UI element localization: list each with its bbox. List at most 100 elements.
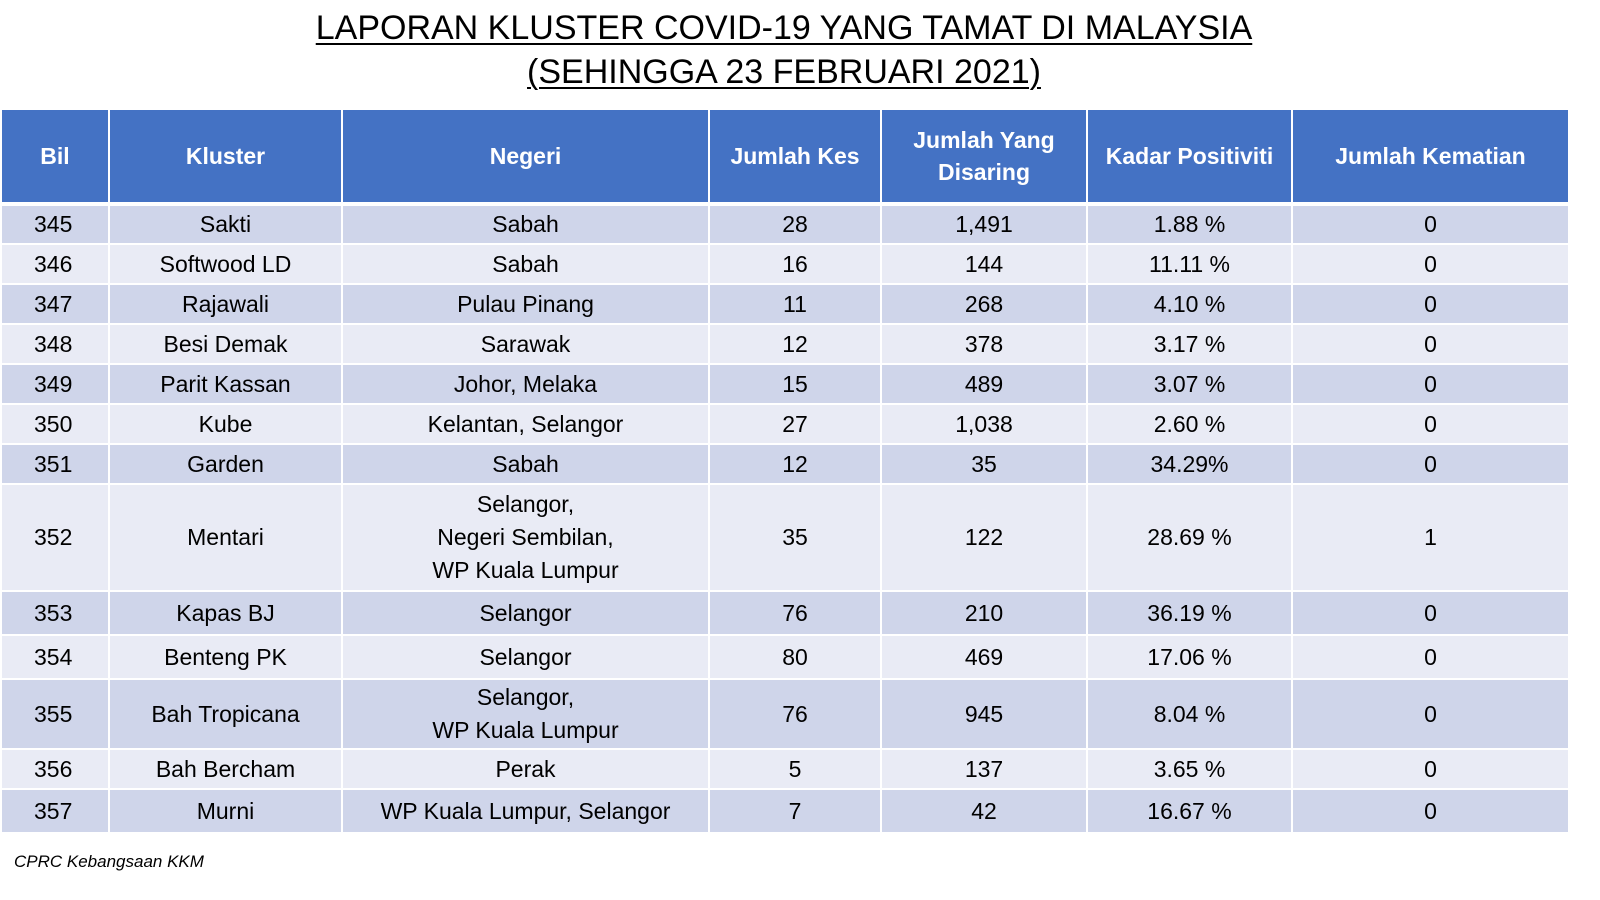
- cell-kluster: Softwood LD: [108, 243, 343, 285]
- table-header-row: Bil Kluster Negeri Jumlah Kes Jumlah Yan…: [0, 108, 1570, 206]
- table-row: 352 Mentari Selangor, Negeri Sembilan, WP …: [0, 483, 1570, 592]
- cell-bil: 350: [0, 403, 110, 445]
- cell-bil: 355: [0, 678, 110, 750]
- cell-negeri: Selangor: [341, 590, 710, 636]
- cell-jumlah-kematian: 0: [1291, 634, 1570, 680]
- cell-jumlah-kes: 12: [708, 323, 882, 365]
- cell-jumlah-kematian: 0: [1291, 363, 1570, 405]
- table-row: 346 Softwood LD Sabah 16 144 11.11 % 0: [0, 243, 1570, 285]
- cell-kadar-positiviti: 1.88 %: [1086, 203, 1293, 245]
- cell-jumlah-disaring: 1,038: [880, 403, 1088, 445]
- cell-negeri: WP Kuala Lumpur, Selangor: [341, 788, 710, 834]
- header-jumlah-kematian: Jumlah Kematian: [1291, 108, 1570, 206]
- cell-kadar-positiviti: 2.60 %: [1086, 403, 1293, 445]
- cell-kluster: Kube: [108, 403, 343, 445]
- cell-jumlah-kematian: 0: [1291, 443, 1570, 485]
- cell-bil: 354: [0, 634, 110, 680]
- cell-negeri: Sabah: [341, 243, 710, 285]
- cell-jumlah-kematian: 1: [1291, 483, 1570, 592]
- cell-kadar-positiviti: 3.65 %: [1086, 748, 1293, 790]
- cell-jumlah-kes: 7: [708, 788, 882, 834]
- cell-jumlah-kematian: 0: [1291, 788, 1570, 834]
- cell-kluster: Murni: [108, 788, 343, 834]
- cell-jumlah-kes: 27: [708, 403, 882, 445]
- cell-kadar-positiviti: 11.11 %: [1086, 243, 1293, 285]
- cell-bil: 348: [0, 323, 110, 365]
- cell-bil: 352: [0, 483, 110, 592]
- cell-jumlah-kematian: 0: [1291, 678, 1570, 750]
- cell-negeri: Selangor: [341, 634, 710, 680]
- cell-jumlah-kes: 11: [708, 283, 882, 325]
- table-row: 348 Besi Demak Sarawak 12 378 3.17 % 0: [0, 323, 1570, 365]
- cell-jumlah-disaring: 945: [880, 678, 1088, 750]
- cell-jumlah-kematian: 0: [1291, 283, 1570, 325]
- cell-bil: 345: [0, 203, 110, 245]
- cell-negeri: Sabah: [341, 443, 710, 485]
- cell-kadar-positiviti: 17.06 %: [1086, 634, 1293, 680]
- cell-kadar-positiviti: 4.10 %: [1086, 283, 1293, 325]
- title-line-2: (SEHINGGA 23 FEBRUARI 2021): [527, 53, 1041, 91]
- cell-jumlah-disaring: 137: [880, 748, 1088, 790]
- cell-jumlah-disaring: 122: [880, 483, 1088, 592]
- cell-negeri: Perak: [341, 748, 710, 790]
- header-kluster: Kluster: [108, 108, 343, 206]
- cell-bil: 353: [0, 590, 110, 636]
- cell-kluster: Mentari: [108, 483, 343, 592]
- cell-jumlah-kematian: 0: [1291, 748, 1570, 790]
- table-row: 355 Bah Tropicana Selangor, WP Kuala Lumpu…: [0, 678, 1570, 750]
- cell-jumlah-kes: 28: [708, 203, 882, 245]
- cell-bil: 357: [0, 788, 110, 834]
- footer-source: CPRC Kebangsaan KKM: [14, 852, 204, 871]
- cell-kadar-positiviti: 34.29%: [1086, 443, 1293, 485]
- cell-kadar-positiviti: 8.04 %: [1086, 678, 1293, 750]
- table-row: 349 Parit Kassan Johor, Melaka 15 489 3.07 % 0: [0, 363, 1570, 405]
- cell-kluster: Rajawali: [108, 283, 343, 325]
- cell-kluster: Garden: [108, 443, 343, 485]
- cell-kluster: Benteng PK: [108, 634, 343, 680]
- cell-kadar-positiviti: 36.19 %: [1086, 590, 1293, 636]
- cell-jumlah-disaring: 469: [880, 634, 1088, 680]
- cell-jumlah-kes: 5: [708, 748, 882, 790]
- cell-jumlah-kematian: 0: [1291, 203, 1570, 245]
- table-row: 351 Garden Sabah 12 35 34.29% 0: [0, 443, 1570, 485]
- cell-kluster: Besi Demak: [108, 323, 343, 365]
- table-row: 357 Murni WP Kuala Lumpur, Selangor 7 42 16.6…: [0, 788, 1570, 834]
- cell-negeri: Selangor, WP Kuala Lumpur: [341, 678, 710, 750]
- header-kadar-positiviti: Kadar Positiviti: [1086, 108, 1293, 206]
- table-row: 350 Kube Kelantan, Selangor 27 1,038 2.60 % 0: [0, 403, 1570, 445]
- header-negeri: Negeri: [341, 108, 710, 206]
- cluster-table: Bil Kluster Negeri Jumlah Kes Jumlah Yan…: [0, 108, 1570, 834]
- cell-jumlah-disaring: 489: [880, 363, 1088, 405]
- cell-jumlah-kes: 80: [708, 634, 882, 680]
- cell-bil: 346: [0, 243, 110, 285]
- cell-jumlah-kes: 76: [708, 590, 882, 636]
- cell-kluster: Bah Tropicana: [108, 678, 343, 750]
- header-bil: Bil: [0, 108, 110, 206]
- report-title: LAPORAN KLUSTER COVID-19 YANG TAMAT DI M…: [0, 6, 1568, 94]
- cell-jumlah-kematian: 0: [1291, 403, 1570, 445]
- cell-jumlah-disaring: 378: [880, 323, 1088, 365]
- cell-jumlah-kes: 12: [708, 443, 882, 485]
- cell-jumlah-disaring: 144: [880, 243, 1088, 285]
- cell-kluster: Bah Bercham: [108, 748, 343, 790]
- table-row: 347 Rajawali Pulau Pinang 11 268 4.10 % 0: [0, 283, 1570, 325]
- cell-kluster: Kapas BJ: [108, 590, 343, 636]
- table-row: 354 Benteng PK Selangor 80 469 17.06 % 0: [0, 634, 1570, 680]
- header-jumlah-kes: Jumlah Kes: [708, 108, 882, 206]
- cell-negeri: Sarawak: [341, 323, 710, 365]
- cell-jumlah-disaring: 35: [880, 443, 1088, 485]
- cell-kluster: Parit Kassan: [108, 363, 343, 405]
- cell-negeri: Johor, Melaka: [341, 363, 710, 405]
- cell-kadar-positiviti: 16.67 %: [1086, 788, 1293, 834]
- cell-bil: 351: [0, 443, 110, 485]
- table-row: 356 Bah Bercham Perak 5 137 3.65 % 0: [0, 748, 1570, 790]
- title-line-1: LAPORAN KLUSTER COVID-19 YANG TAMAT DI M…: [315, 9, 1253, 47]
- cell-negeri: Pulau Pinang: [341, 283, 710, 325]
- cell-jumlah-disaring: 1,491: [880, 203, 1088, 245]
- cell-jumlah-kematian: 0: [1291, 590, 1570, 636]
- cell-negeri: Selangor, Negeri Sembilan, WP Kuala Lump…: [341, 483, 710, 592]
- cell-jumlah-disaring: 210: [880, 590, 1088, 636]
- header-jumlah-disaring: Jumlah Yang Disaring: [880, 108, 1088, 206]
- cell-jumlah-kes: 16: [708, 243, 882, 285]
- cell-kadar-positiviti: 3.17 %: [1086, 323, 1293, 365]
